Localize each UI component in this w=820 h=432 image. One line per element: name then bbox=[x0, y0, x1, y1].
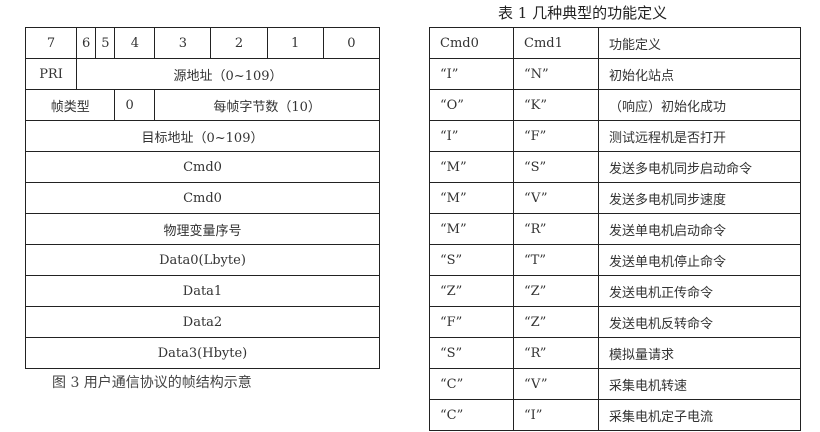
table-row: “C” “V” 采集电机转速 bbox=[429, 368, 801, 400]
frame-structure-table: 7 6 5 4 3 2 1 0 PRI 源地址（0~109） 帧类型 0 每帧字… bbox=[24, 27, 381, 369]
frame-field-cell: Data1 bbox=[25, 275, 380, 307]
table-cell: 发送电机正传命令 bbox=[598, 275, 801, 307]
table-row: “Z” “Z” 发送电机正传命令 bbox=[429, 275, 801, 307]
table-row: 帧类型 0 每帧字节数（10） bbox=[24, 89, 380, 121]
bit-cell: 7 bbox=[24, 27, 78, 59]
table-cell: 模拟量请求 bbox=[598, 337, 801, 369]
table-cell: “V” bbox=[513, 182, 599, 214]
table-row: “I” “N” 初始化站点 bbox=[429, 58, 801, 90]
table-row: Data3(Hbyte) bbox=[25, 337, 380, 369]
table-cell: 发送单电机启动命令 bbox=[598, 213, 801, 245]
table-cell: “S” bbox=[429, 244, 514, 276]
table-row: 目标地址（0~109） bbox=[25, 120, 380, 152]
table-cell: “N” bbox=[513, 58, 599, 90]
frame-field-cell: 物理变量序号 bbox=[25, 213, 380, 245]
bit-header-row: 7 6 5 4 3 2 1 0 bbox=[24, 27, 381, 59]
table-cell: 发送单电机停止命令 bbox=[598, 244, 801, 276]
table-cell: 功能定义 bbox=[598, 27, 801, 59]
figure-caption: 图 3 用户通信协议的帧结构示意 bbox=[52, 375, 252, 391]
table-cell: “O” bbox=[429, 89, 514, 121]
table-row: “M” “V” 发送多电机同步速度 bbox=[429, 182, 801, 214]
table-row: Data1 bbox=[25, 275, 380, 307]
table-cell: 采集电机转速 bbox=[598, 368, 801, 400]
frame-field-cell: Cmd0 bbox=[25, 182, 380, 214]
table-cell: “M” bbox=[429, 151, 514, 183]
table-row: “M” “S” 发送多电机同步启动命令 bbox=[429, 151, 801, 183]
header-row: Cmd0 Cmd1 功能定义 bbox=[429, 27, 801, 59]
table-cell: “K” bbox=[513, 89, 599, 121]
source-address-cell: 源地址（0~109） bbox=[76, 58, 380, 90]
table-cell: “S” bbox=[513, 151, 599, 183]
table-cell: 发送多电机同步速度 bbox=[598, 182, 801, 214]
frame-field-cell: Data0(Lbyte) bbox=[25, 244, 380, 276]
table-cell: “V” bbox=[513, 368, 599, 400]
table-cell: Cmd0 bbox=[429, 27, 514, 59]
bit-cell: 6 bbox=[76, 27, 97, 59]
table-row: PRI 源地址（0~109） bbox=[24, 58, 380, 90]
table-cell: “S” bbox=[429, 337, 514, 369]
table-cell: “T” bbox=[513, 244, 599, 276]
table-row: 物理变量序号 bbox=[25, 213, 380, 245]
bit-cell: 4 bbox=[114, 27, 156, 59]
bit-cell: 3 bbox=[154, 27, 212, 59]
table-cell: “Z” bbox=[429, 275, 514, 307]
bytes-per-frame-cell: 每帧字节数（10） bbox=[154, 89, 380, 121]
table-row: “M” “R” 发送单电机启动命令 bbox=[429, 213, 801, 245]
table-cell: 发送电机反转命令 bbox=[598, 306, 801, 338]
bit-cell: 5 bbox=[95, 27, 116, 59]
frame-field-cell: Cmd0 bbox=[25, 151, 380, 183]
table-cell: “C” bbox=[429, 399, 514, 431]
table-row: “O” “K” （响应）初始化成功 bbox=[429, 89, 801, 121]
table-cell: “Z” bbox=[513, 306, 599, 338]
table-cell: 初始化站点 bbox=[598, 58, 801, 90]
function-definition-table: Cmd0 Cmd1 功能定义 “I” “N” 初始化站点 “O” “K” （响应）初始化成功 “I… bbox=[429, 27, 801, 431]
table-row: “F” “Z” 发送电机反转命令 bbox=[429, 306, 801, 338]
table-row: Cmd0 bbox=[25, 182, 380, 214]
table-cell: “Z” bbox=[513, 275, 599, 307]
frame-type-cell: 帧类型 bbox=[24, 89, 116, 121]
table-row: “C” “I” 采集电机定子电流 bbox=[429, 399, 801, 431]
bit-cell: 2 bbox=[210, 27, 268, 59]
table-cell: “R” bbox=[513, 213, 599, 245]
table-cell: “M” bbox=[429, 182, 514, 214]
table-cell: “M” bbox=[429, 213, 514, 245]
target-address-cell: 目标地址（0~109） bbox=[25, 120, 380, 152]
frame-field-cell: Data2 bbox=[25, 306, 380, 338]
bit-cell: 1 bbox=[266, 27, 324, 59]
table-row: Data2 bbox=[25, 306, 380, 338]
table-row: “S” “R” 模拟量请求 bbox=[429, 337, 801, 369]
table-cell: “F” bbox=[513, 120, 599, 152]
table-cell: 发送多电机同步启动命令 bbox=[598, 151, 801, 183]
table-cell: “C” bbox=[429, 368, 514, 400]
table-cell: “I” bbox=[513, 399, 599, 431]
frame-field-cell: Data3(Hbyte) bbox=[25, 337, 380, 369]
table-cell: “I” bbox=[429, 120, 514, 152]
table-row: “S” “T” 发送单电机停止命令 bbox=[429, 244, 801, 276]
table-title: 表 1 几种典型的功能定义 bbox=[498, 4, 668, 22]
bit-cell: 0 bbox=[322, 27, 381, 59]
table-cell: “R” bbox=[513, 337, 599, 369]
table-row: Data0(Lbyte) bbox=[25, 244, 380, 276]
pri-cell: PRI bbox=[24, 58, 78, 90]
table-cell: “F” bbox=[429, 306, 514, 338]
table-cell: 测试远程机是否打开 bbox=[598, 120, 801, 152]
zero-cell: 0 bbox=[114, 89, 156, 121]
table-row: Cmd0 bbox=[25, 151, 380, 183]
table-cell: （响应）初始化成功 bbox=[598, 89, 801, 121]
table-row: “I” “F” 测试远程机是否打开 bbox=[429, 120, 801, 152]
table-cell: Cmd1 bbox=[513, 27, 599, 59]
table-cell: 采集电机定子电流 bbox=[598, 399, 801, 431]
table-cell: “I” bbox=[429, 58, 514, 90]
